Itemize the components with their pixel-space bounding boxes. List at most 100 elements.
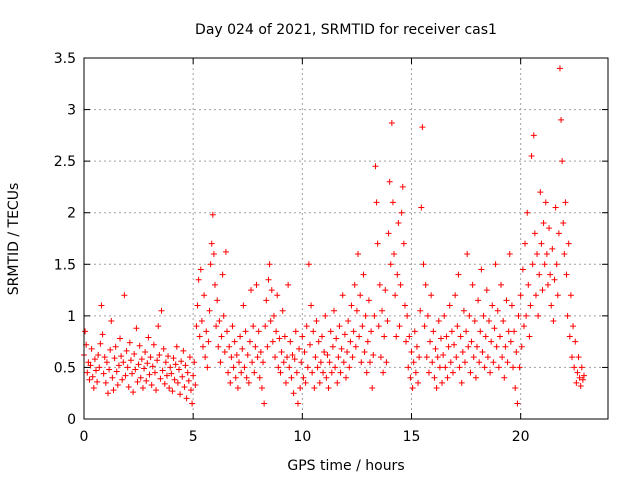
data-point [479,348,486,355]
data-point [580,372,587,379]
data-point [415,379,422,386]
data-point [507,338,514,345]
data-point [329,343,336,350]
data-point [317,359,324,366]
data-point [132,366,139,373]
data-point [535,312,542,319]
data-point [216,318,223,325]
data-point [361,348,368,355]
data-point [123,347,130,354]
data-point [241,364,248,371]
data-point [126,339,133,346]
data-point [501,374,508,381]
data-point [268,287,275,294]
data-point [180,347,187,354]
data-point [526,333,533,340]
data-point [499,354,506,361]
data-point [478,266,485,273]
data-point [481,364,488,371]
data-point [472,374,479,381]
data-point [334,379,341,386]
data-point [304,364,311,371]
data-point [461,359,468,366]
data-point [318,333,325,340]
data-point [549,245,556,252]
data-point [183,395,190,402]
data-point [395,220,402,227]
data-point [466,312,473,319]
data-point [504,359,511,366]
data-point [403,338,410,345]
data-point [488,338,495,345]
data-point [122,372,129,379]
data-point [328,369,335,376]
axis-ticks: 0 0.5 1 1.5 2 2.5 3 3.5 0 5 10 15 20 [54,51,608,445]
data-point [443,333,450,340]
data-point [448,328,455,335]
data-point [150,341,157,348]
data-point [204,364,211,371]
data-point [320,369,327,376]
data-point [512,385,519,392]
data-point [541,261,548,268]
data-point [418,204,425,211]
data-point [565,240,572,247]
data-point [312,354,319,361]
data-point [173,343,180,350]
data-point [288,374,295,381]
data-point [556,65,563,72]
data-point [352,343,359,350]
data-point [160,345,167,352]
data-point [337,369,344,376]
data-point [411,328,418,335]
data-point [467,369,474,376]
data-point [218,333,225,340]
data-point [276,335,283,342]
data-point [407,374,414,381]
data-point [169,388,176,395]
data-point [121,292,128,299]
data-point [514,400,521,407]
data-point [177,391,184,398]
data-point [135,361,142,368]
data-point [529,261,536,268]
data-point [439,379,446,386]
data-point [246,338,253,345]
data-point [190,372,197,379]
data-point [161,380,168,387]
data-point [386,178,393,185]
data-point [429,359,436,366]
data-point [134,378,141,385]
data-point [291,356,298,363]
data-point [538,240,545,247]
data-point [290,390,297,397]
data-point [537,189,544,196]
data-point [210,250,217,257]
data-point [175,366,182,373]
data-point [449,369,456,376]
data-point [335,354,342,361]
data-point [453,354,460,361]
data-point [186,354,193,361]
data-point [528,152,535,159]
data-point [119,376,126,383]
data-point [435,318,442,325]
data-point [330,307,337,314]
data-point [297,385,304,392]
data-point [421,323,428,330]
data-point [86,376,93,383]
data-point [417,307,424,314]
data-point [564,312,571,319]
data-point [324,352,331,359]
data-point [252,343,259,350]
data-point [351,281,358,288]
data-point [313,318,320,325]
data-point [548,302,555,309]
data-point [222,248,229,255]
data-point [178,358,185,365]
data-point [308,302,315,309]
data-point [94,378,101,385]
data-point [221,348,228,355]
data-point [387,261,394,268]
